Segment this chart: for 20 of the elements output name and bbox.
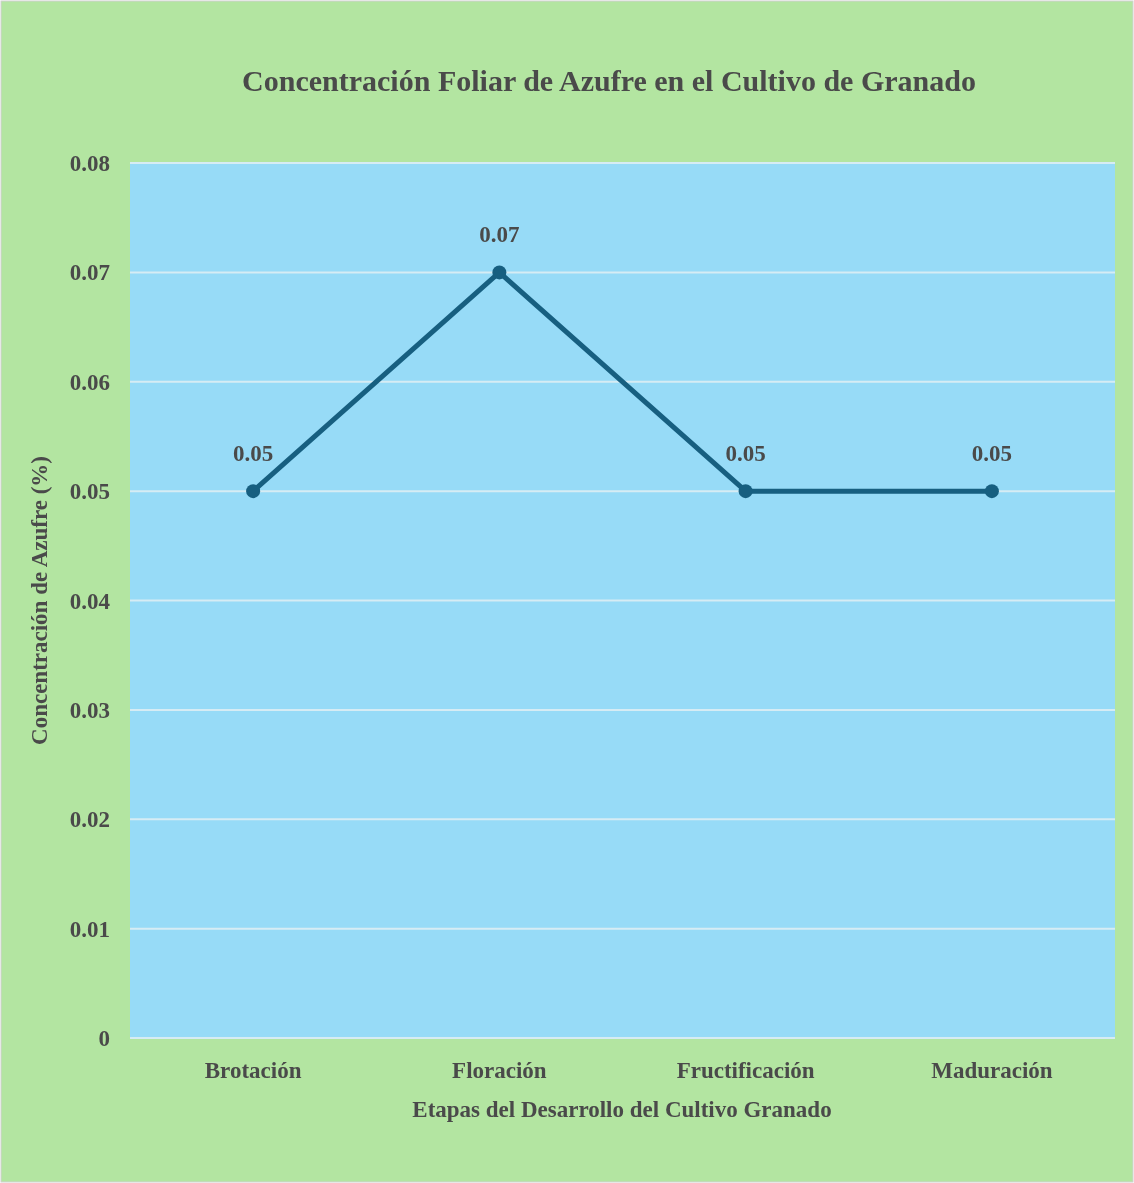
- x-tick-label: Fructificación: [676, 1058, 815, 1083]
- x-axis-title: Etapas del Desarrollo del Cultivo Granado: [412, 1097, 832, 1122]
- y-axis-title: Concentración de Azufre (%): [27, 456, 52, 745]
- x-tick-label: Floración: [452, 1058, 547, 1083]
- y-tick-label: 0.06: [69, 369, 110, 395]
- y-tick-label: 0.04: [69, 588, 111, 614]
- data-label: 0.07: [479, 222, 520, 248]
- data-label: 0.05: [233, 441, 274, 467]
- y-tick-label: 0.03: [69, 697, 110, 723]
- y-tick-label: 0.01: [69, 916, 110, 942]
- y-tick-label: 0.07: [69, 260, 110, 286]
- y-tick-label: 0.05: [69, 479, 110, 505]
- data-label: 0.05: [725, 441, 766, 467]
- x-tick-label: Brotación: [204, 1058, 302, 1083]
- data-label: 0.05: [971, 441, 1012, 467]
- x-tick-label: Maduración: [931, 1058, 1053, 1083]
- y-tick-label: 0: [98, 1026, 110, 1052]
- y-tick-label: 0.02: [69, 807, 110, 833]
- y-tick-label: 0.08: [69, 151, 110, 177]
- chart-title: Concentración Foliar de Azufre en el Cultivo de Granado: [242, 64, 976, 97]
